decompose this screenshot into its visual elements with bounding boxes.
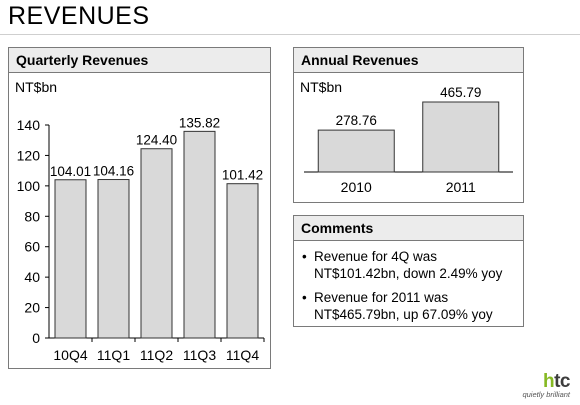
y-tick-label: 80 <box>24 208 40 224</box>
annual-bar-chart: 278.76 2010 465.79 2011 <box>304 85 513 195</box>
y-tick-label: 60 <box>24 239 40 255</box>
data-label: 124.40 <box>136 133 177 148</box>
logo-tagline: quietly brilliant <box>522 390 570 399</box>
data-label: 104.01 <box>50 164 91 179</box>
data-label: 135.82 <box>179 115 220 130</box>
y-tick-label: 140 <box>17 117 41 133</box>
logo-wordmark: htc <box>542 371 571 392</box>
comment-item: Revenue for 4Q was NT$101.42bn, down 2.4… <box>300 248 517 282</box>
x-tick-label: 10Q4 <box>53 347 87 363</box>
bar <box>140 148 173 339</box>
htc-logo: htc quietly brilliant <box>510 371 570 401</box>
data-label: 104.16 <box>93 164 134 179</box>
quarterly-unit-label: NT$bn <box>15 79 58 95</box>
bar <box>226 183 259 339</box>
data-label: 101.42 <box>222 168 263 183</box>
comment-text-line: NT$465.79bn, up 67.09% yoy <box>314 307 493 322</box>
comment-text-line: NT$101.42bn, down 2.49% yoy <box>314 266 503 281</box>
comment-text-line: Revenue for 2011 was <box>314 290 449 305</box>
annual-panel-heading: Annual Revenues <box>294 48 523 73</box>
y-tick-label: 100 <box>17 178 41 194</box>
comments-panel: Comments Revenue for 4Q was NT$101.42bn,… <box>293 215 524 327</box>
x-tick-label: 2011 <box>446 179 476 195</box>
comment-text-line: Revenue for 4Q was <box>314 249 438 264</box>
quarterly-revenues-panel: Quarterly Revenues NT$bn 0 20 40 60 80 100 120… <box>8 47 271 369</box>
x-tick-label: 11Q3 <box>183 347 216 363</box>
x-tick-label: 11Q2 <box>140 347 173 363</box>
annual-unit-label: NT$bn <box>300 79 343 95</box>
comment-item: Revenue for 2011 was NT$465.79bn, up 67.… <box>300 289 517 323</box>
y-tick-label: 0 <box>32 330 40 346</box>
x-tick-label: 11Q1 <box>97 347 130 363</box>
comments-list: Revenue for 4Q was NT$101.42bn, down 2.4… <box>300 248 517 330</box>
bar <box>422 101 500 173</box>
x-tick-label: 11Q4 <box>226 347 259 363</box>
bar <box>317 129 395 173</box>
title-divider <box>0 34 580 35</box>
x-tick-label: 2010 <box>341 179 372 195</box>
data-label: 278.76 <box>336 113 377 128</box>
bar <box>54 179 87 339</box>
bar <box>183 130 216 339</box>
y-tick-label: 120 <box>17 147 41 163</box>
y-tick-label: 20 <box>24 300 40 316</box>
y-tick-label: 40 <box>24 269 40 285</box>
page-title: REVENUES <box>8 2 150 30</box>
quarterly-bar-chart: 0 20 40 60 80 100 120 140 104.01 10Q4 104.16 11Q1 12… <box>17 115 265 363</box>
bar <box>97 179 130 339</box>
quarterly-panel-heading: Quarterly Revenues <box>9 48 270 73</box>
annual-revenues-panel: Annual Revenues NT$bn 278.76 2010 465.79 20… <box>293 47 524 203</box>
comments-panel-heading: Comments <box>294 216 523 241</box>
data-label: 465.79 <box>440 85 481 100</box>
